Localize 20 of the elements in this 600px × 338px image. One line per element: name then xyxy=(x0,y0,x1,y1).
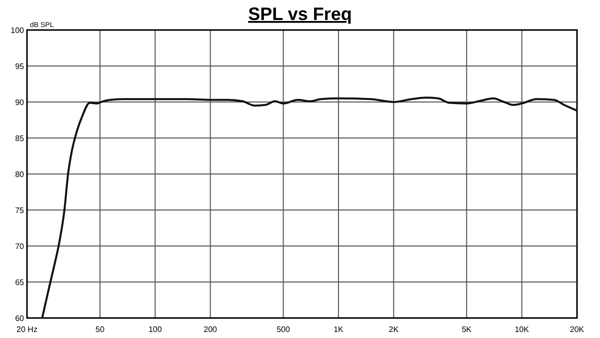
y-tick-label: 85 xyxy=(15,134,25,143)
chart-title: SPL vs Freq xyxy=(248,4,352,24)
y-tick-label: 90 xyxy=(15,98,25,107)
y-tick-label: 75 xyxy=(15,206,25,215)
x-tick-label: 1K xyxy=(334,325,344,334)
x-tick-label: 10K xyxy=(514,325,530,334)
x-tick-label: 100 xyxy=(148,325,162,334)
x-tick-label: 5K xyxy=(462,325,472,334)
x-tick-label: 2K xyxy=(388,325,400,334)
y-tick-label: 65 xyxy=(15,278,25,287)
y-tick-label: 70 xyxy=(15,242,25,251)
y-tick-label: 95 xyxy=(15,62,25,71)
y-tick-label: 60 xyxy=(15,314,25,323)
y-tick-label: 80 xyxy=(15,170,25,179)
x-tick-label: 500 xyxy=(276,325,291,334)
x-tick-label: 50 xyxy=(96,325,105,334)
x-tick-label: 200 xyxy=(204,325,218,334)
x-tick-label: 20K xyxy=(570,325,585,334)
x-tick-label: 20 Hz xyxy=(16,325,38,334)
y-tick-label: 100 xyxy=(10,26,25,35)
